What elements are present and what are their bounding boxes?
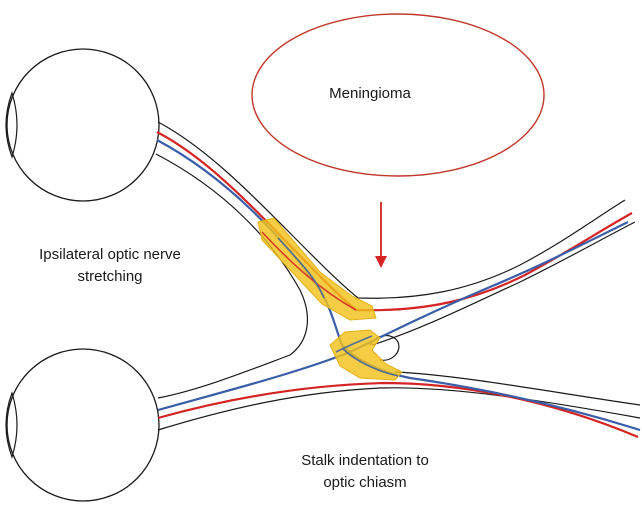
blue-fibers [156,139,641,432]
chiasm-indentation-highlight [329,329,403,381]
ipsilateral-stretching-label: Ipsilateral optic nerve stretching [10,244,210,288]
stalk-label-line2: optic chiasm [323,474,407,491]
meningioma-mass [251,13,545,177]
compression-highlights [257,217,403,381]
meningioma-label: Meningioma [300,83,440,105]
stalk-label-line1: Stalk indentation to [301,452,429,469]
ipsilateral-label-line1: Ipsilateral optic nerve [39,246,181,263]
stalk-indentation-label: Stalk indentation to optic chiasm [265,450,465,494]
optic-nerve-outlines [155,121,641,431]
upper-nerve-stretch-highlight [257,217,377,321]
upper-eye [5,48,160,202]
compression-arrow [375,202,387,268]
ipsilateral-label-line2: stretching [77,268,143,285]
fibers-over-highlight [261,231,399,377]
meningioma-label-text: Meningioma [329,85,411,102]
lower-eye [5,348,160,502]
